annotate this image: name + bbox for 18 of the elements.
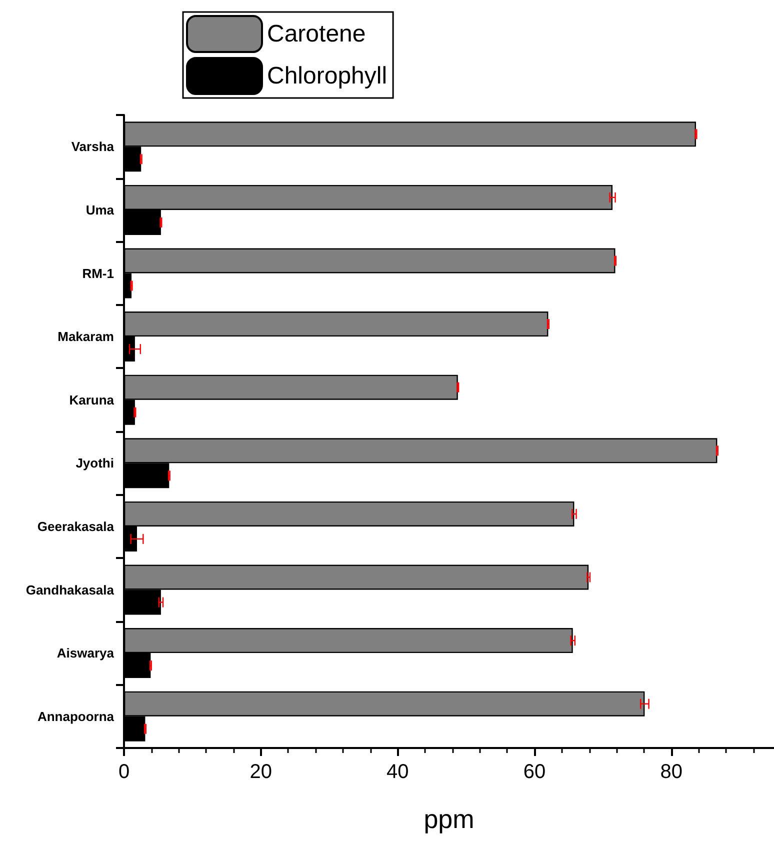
- y-tick-label: Uma: [86, 202, 115, 218]
- y-tick-label: Varsha: [71, 139, 115, 154]
- x-tick-label: 40: [386, 761, 409, 783]
- x-tick-label: 0: [118, 761, 130, 783]
- x-tick-label: 60: [523, 761, 546, 783]
- y-tick-label: Geerakasala: [37, 518, 115, 534]
- x-tick-label: 80: [660, 761, 682, 783]
- y-tick-label: RM-1: [82, 266, 114, 281]
- legend-label: Carotene: [267, 20, 366, 48]
- x-tick-label: 20: [250, 761, 272, 783]
- y-tick-label: Karuna: [69, 392, 115, 408]
- y-tick-label: Jyothi: [76, 456, 114, 471]
- y-tick-label: Gandhakasala: [26, 582, 115, 598]
- y-tick-label: Annapoorna: [37, 708, 115, 724]
- legend-label: Chlorophyll: [267, 62, 388, 90]
- y-tick-label: Aiswarya: [56, 646, 115, 661]
- y-tick-label: Makaram: [58, 329, 114, 344]
- x-axis-title: ppm: [424, 804, 474, 834]
